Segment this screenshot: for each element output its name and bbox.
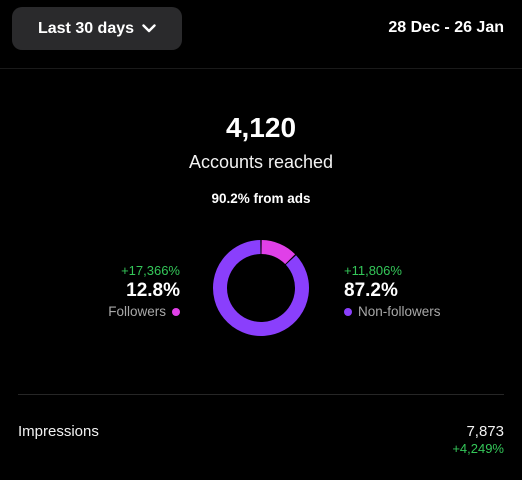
impressions-delta: +4,249% xyxy=(452,441,504,456)
non-followers-percent: 87.2% xyxy=(344,280,398,301)
followers-label: Followers xyxy=(108,304,166,319)
date-range-dropdown[interactable]: Last 30 days xyxy=(12,7,182,50)
impressions-value: 7,873 xyxy=(466,423,504,440)
accounts-reached-value: 4,120 xyxy=(225,112,297,143)
donut-segment-followers xyxy=(261,240,296,265)
date-range-dropdown-label: Last 30 days xyxy=(37,19,135,37)
followers-delta: +17,366% xyxy=(121,263,180,278)
header-divider xyxy=(0,68,522,69)
ads-percentage-note: 90.2% from ads xyxy=(211,191,311,206)
accounts-reached-label: Accounts reached xyxy=(188,152,334,172)
date-range-text: 28 Dec - 26 Jan xyxy=(388,19,504,36)
non-followers-legend-dot xyxy=(344,308,352,316)
followers-legend-dot xyxy=(172,308,180,316)
non-followers-delta: +11,806% xyxy=(344,263,402,278)
audience-donut-chart xyxy=(213,240,309,336)
section-divider xyxy=(18,394,504,395)
donut-segment-non-followers xyxy=(213,240,309,336)
chevron-down-icon xyxy=(142,24,156,33)
followers-stat: +17,366% 12.8% Followers xyxy=(108,263,180,321)
non-followers-stat: +11,806% 87.2% Non-followers xyxy=(344,263,441,321)
non-followers-legend: Non-followers xyxy=(344,303,441,321)
impressions-label: Impressions xyxy=(18,423,99,440)
followers-legend: Followers xyxy=(108,303,180,321)
non-followers-label: Non-followers xyxy=(358,304,441,319)
followers-percent: 12.8% xyxy=(126,280,180,301)
